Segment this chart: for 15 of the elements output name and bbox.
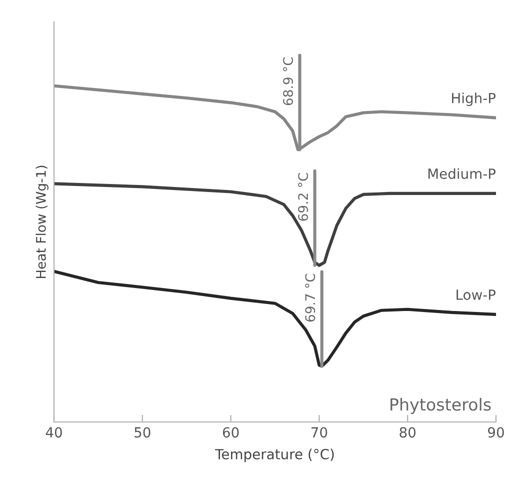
x-tick-label: 90 [488,427,504,438]
x-tick-label: 70 [312,427,328,438]
x-axis-title: Temperature (°C) [215,448,334,462]
annotation: 68.9 °C [283,57,294,106]
annotation: Phytosterols [390,398,491,414]
annotation: 69.7 °C [305,274,316,322]
annotation: 69.2 °C [298,173,308,221]
x-tick-label: 50 [134,427,150,438]
series-label: Low-P [456,290,496,300]
x-tick-label: 60 [222,427,239,438]
x-tick-label: 80 [400,427,416,438]
x-tick-label: 40 [46,427,62,438]
series-label: High-P [452,92,496,106]
series-label: Medium-P [428,168,496,179]
y-axis-title: Heat Flow (Wg-1) [36,166,48,278]
